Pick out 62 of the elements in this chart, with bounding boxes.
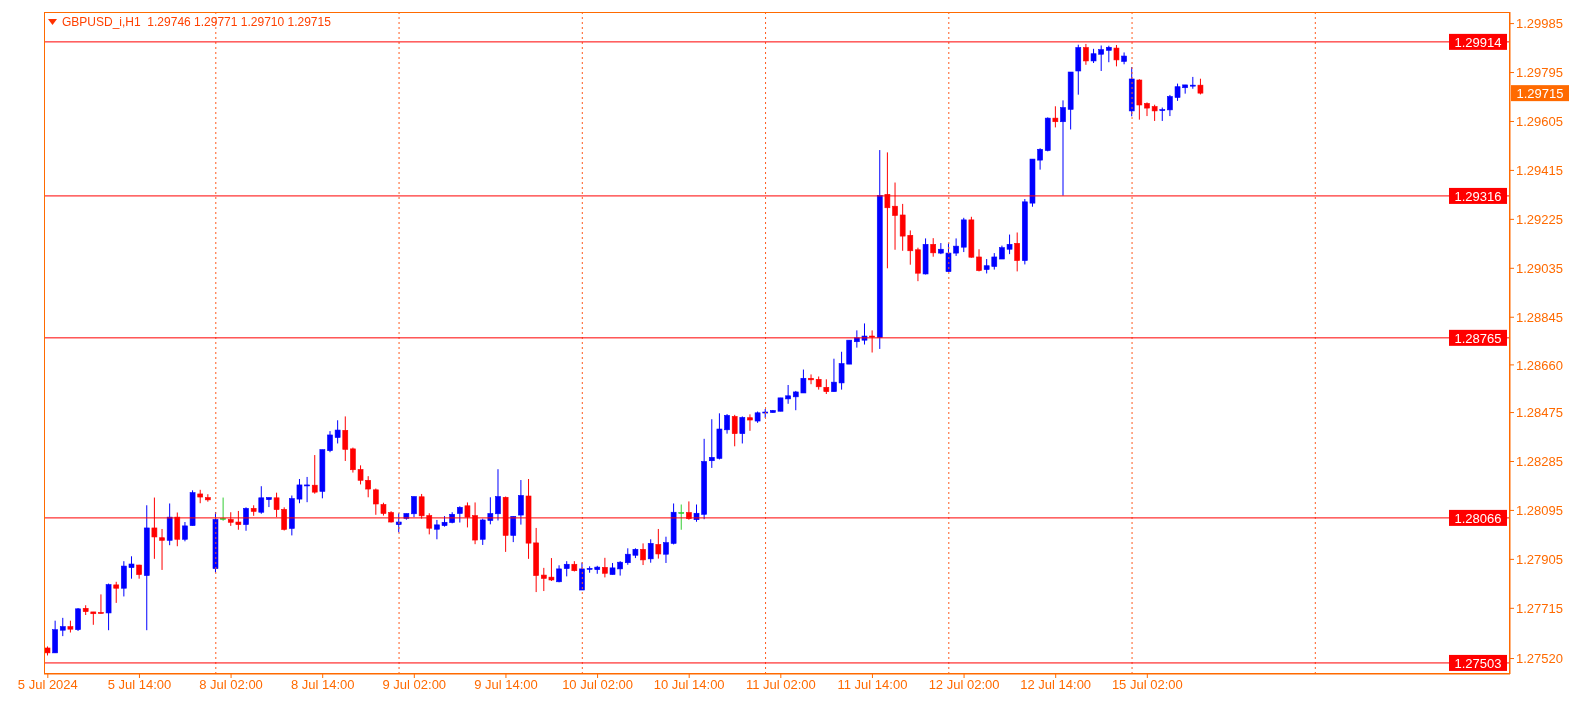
candlestick [640,542,646,566]
candlestick [1113,44,1120,67]
y-tick-label: 1.29035 [1516,260,1563,276]
y-tick-label: 1.28095 [1516,503,1563,519]
candlestick [655,528,662,560]
candlestick [342,415,349,462]
x-tick-label: 10 Jul 02:00 [562,677,633,693]
candlestick [915,247,921,282]
candlestick [311,454,318,495]
y-tick-label: 1.29795 [1516,65,1563,81]
y-tick-label: 1.28660 [1516,357,1563,373]
candlestick [510,515,517,543]
y-tick-label: 1.29225 [1516,211,1563,227]
candlestick [166,502,173,546]
x-tick-label: 11 Jul 14:00 [837,677,908,693]
chart-title: GBPUSD_i,H1 1.29746 1.29771 1.29710 1.29715 [62,15,331,29]
y-tick-label: 1.29985 [1516,16,1563,32]
x-tick-label: 8 Jul 14:00 [290,677,355,693]
candlestick [930,237,937,258]
x-tick-label: 10 Jul 14:00 [653,677,725,693]
x-tick-label: 11 Jul 02:00 [745,677,816,693]
y-tick-label: 1.29415 [1516,163,1563,179]
candlestick [739,415,746,444]
candlestick [98,593,104,615]
text: 1.29715 [1516,85,1564,101]
candlestick [75,607,81,632]
candlestick [678,504,685,531]
y-tick-label: 1.27715 [1516,600,1563,616]
candlestick [747,413,753,432]
candlestick [59,617,66,637]
y-tick-label: 1.27905 [1516,551,1563,567]
x-tick-label: 9 Jul 02:00 [382,677,447,693]
ref-line-label: 1.27503 [1454,655,1502,671]
candlestick [647,538,654,564]
x-tick-label: 5 Jul 14:00 [107,677,172,693]
candlestick [258,485,265,515]
candlestick [1014,231,1020,272]
x-tick-label: 12 Jul 02:00 [928,677,1000,693]
candlestick [808,373,814,385]
candlestick [602,557,608,578]
y-tick-label: 1.28285 [1516,454,1563,470]
ref-line-label: 1.29914 [1454,34,1502,50]
ref-line-label: 1.29316 [1454,188,1502,204]
y-tick-label: 1.29605 [1516,114,1563,130]
candlestick [113,581,120,604]
candlestick [731,414,738,447]
candlestick [1052,105,1059,128]
x-tick-label: 9 Jul 14:00 [474,677,538,693]
candlestick [395,512,402,533]
candlestick [266,497,272,508]
x-tick-label: 15 Jul 02:00 [1111,677,1183,693]
x-tick-label: 8 Jul 02:00 [199,677,263,693]
y-tick-label: 1.27520 [1516,651,1563,667]
candlestick [52,620,58,654]
x-tick-label: 12 Jul 14:00 [1020,677,1092,693]
ref-line-label: 1.28066 [1454,510,1502,526]
candlestick [518,479,524,526]
y-tick-label: 1.28475 [1516,405,1563,421]
candlestick [243,506,249,532]
y-tick-label: 1.28845 [1516,309,1563,325]
x-tick-label: 5 Jul 2024 [17,677,78,693]
ref-line-label: 1.28765 [1454,330,1502,346]
